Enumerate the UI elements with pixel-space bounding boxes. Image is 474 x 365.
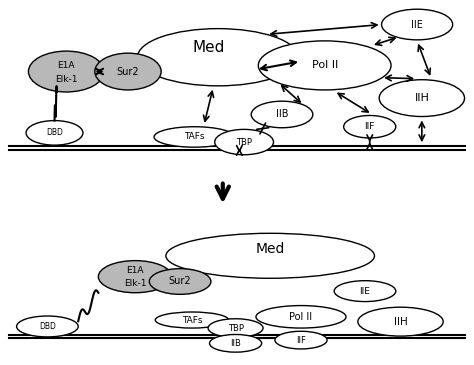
Text: Pol II: Pol II (290, 312, 312, 322)
Circle shape (210, 334, 262, 352)
Ellipse shape (98, 261, 172, 293)
Circle shape (344, 115, 396, 138)
Circle shape (382, 9, 453, 40)
Text: DBD: DBD (39, 322, 56, 331)
Circle shape (379, 80, 465, 116)
Ellipse shape (137, 28, 299, 86)
Ellipse shape (95, 53, 161, 90)
Text: Med: Med (255, 242, 285, 256)
Text: TAFs: TAFs (184, 132, 205, 142)
Text: Elk-1: Elk-1 (55, 75, 78, 84)
Text: IIE: IIE (360, 287, 370, 296)
Ellipse shape (166, 233, 374, 278)
Circle shape (215, 129, 273, 155)
Text: IIH: IIH (414, 93, 429, 103)
Ellipse shape (256, 306, 346, 328)
Circle shape (334, 281, 396, 301)
Text: DBD: DBD (46, 128, 63, 137)
Text: IIF: IIF (365, 122, 375, 131)
Circle shape (275, 331, 327, 349)
Text: IIB: IIB (230, 339, 241, 348)
Ellipse shape (155, 312, 228, 328)
Text: TBP: TBP (228, 323, 244, 333)
Circle shape (17, 316, 78, 337)
Text: E1A: E1A (127, 266, 144, 275)
Text: Sur2: Sur2 (169, 277, 191, 287)
Ellipse shape (28, 51, 104, 92)
Ellipse shape (258, 41, 391, 90)
Text: IIF: IIF (296, 335, 306, 345)
Text: Pol II: Pol II (311, 61, 338, 70)
Text: Med: Med (192, 39, 225, 54)
Text: E1A: E1A (58, 61, 75, 70)
Circle shape (26, 120, 83, 145)
Text: TBP: TBP (236, 138, 252, 147)
Ellipse shape (149, 269, 211, 294)
Circle shape (251, 101, 313, 128)
Text: IIE: IIE (411, 20, 423, 30)
Circle shape (358, 307, 443, 336)
Text: Sur2: Sur2 (117, 66, 139, 77)
Circle shape (208, 319, 263, 337)
Text: Elk-1: Elk-1 (124, 278, 146, 288)
Text: TAFs: TAFs (182, 315, 202, 324)
Text: IIB: IIB (276, 110, 288, 119)
Ellipse shape (154, 127, 235, 147)
Text: IIH: IIH (393, 317, 408, 327)
